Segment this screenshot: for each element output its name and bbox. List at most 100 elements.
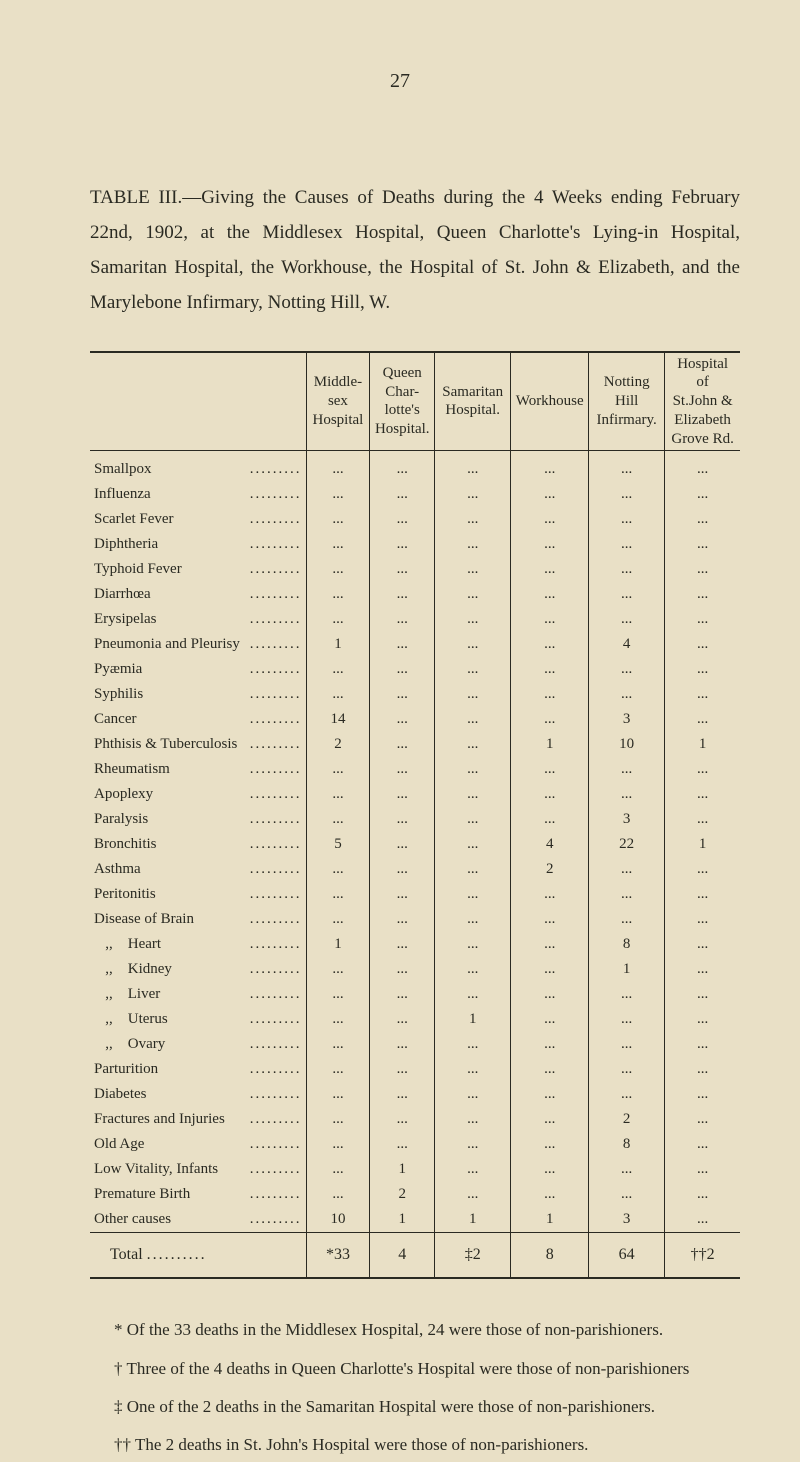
- col-header: Workhouse: [511, 352, 589, 451]
- cell: ...: [589, 507, 665, 532]
- cell: ...: [511, 451, 589, 483]
- row-label: Peritonitis .........: [90, 882, 306, 907]
- cell: ...: [511, 632, 589, 657]
- cell: ...: [511, 582, 589, 607]
- cell: ...: [370, 451, 435, 483]
- row-label: Low Vitality, Infants .........: [90, 1157, 306, 1182]
- cell: ...: [665, 957, 740, 982]
- cell: ...: [370, 1082, 435, 1107]
- row-label: Paralysis .........: [90, 807, 306, 832]
- row-label: Fractures and Injuries .........: [90, 1107, 306, 1132]
- cell: ...: [435, 957, 511, 982]
- row-label: Influenza .........: [90, 482, 306, 507]
- cell: ...: [370, 1007, 435, 1032]
- cell: ...: [370, 732, 435, 757]
- cell: ...: [589, 607, 665, 632]
- table-row: Pyæmia ...........................: [90, 657, 740, 682]
- cell: ...: [306, 1082, 370, 1107]
- cell: 4: [511, 832, 589, 857]
- row-label: Bronchitis .........: [90, 832, 306, 857]
- table-row: Phthisis & Tuberculosis .........2......…: [90, 732, 740, 757]
- cell: ...: [589, 582, 665, 607]
- cell: ...: [435, 932, 511, 957]
- cell: ...: [665, 582, 740, 607]
- cell: 1: [589, 957, 665, 982]
- page: 27 TABLE III.—Giving the Causes of Death…: [0, 0, 800, 1408]
- cell: ...: [589, 1032, 665, 1057]
- total-cell: ††2: [665, 1233, 740, 1279]
- cell: ...: [370, 682, 435, 707]
- cell: ...: [511, 1057, 589, 1082]
- row-label: Old Age .........: [90, 1132, 306, 1157]
- cell: ...: [511, 1007, 589, 1032]
- cell: ...: [589, 757, 665, 782]
- cell: ...: [511, 557, 589, 582]
- cell: ...: [306, 982, 370, 1007]
- row-label: Asthma .........: [90, 857, 306, 882]
- table-total-row: Total ..........*334‡2864††2: [90, 1233, 740, 1279]
- cell: ...: [665, 1057, 740, 1082]
- cell: ...: [665, 982, 740, 1007]
- cell: ...: [511, 657, 589, 682]
- cell: 2: [306, 732, 370, 757]
- footnote: * Of the 33 deaths in the Middlesex Hosp…: [90, 1314, 740, 1346]
- row-label: Disease of Brain .........: [90, 907, 306, 932]
- table-row: Smallpox ...........................: [90, 451, 740, 483]
- total-cell: 8: [511, 1233, 589, 1279]
- cell: ...: [435, 1082, 511, 1107]
- cell: ...: [665, 507, 740, 532]
- cell: ...: [589, 682, 665, 707]
- cell: ...: [435, 757, 511, 782]
- row-label: Erysipelas .........: [90, 607, 306, 632]
- row-label: Pneumonia and Pleurisy .........: [90, 632, 306, 657]
- cell: 4: [589, 632, 665, 657]
- cell: ...: [306, 557, 370, 582]
- row-label: Scarlet Fever .........: [90, 507, 306, 532]
- row-label: Apoplexy .........: [90, 782, 306, 807]
- cell: ...: [511, 1082, 589, 1107]
- cell: ...: [435, 451, 511, 483]
- cell: ...: [665, 1107, 740, 1132]
- row-label: Typhoid Fever .........: [90, 557, 306, 582]
- cell: ...: [435, 857, 511, 882]
- cell: 1: [370, 1157, 435, 1182]
- cell: ...: [589, 1157, 665, 1182]
- cell: ...: [511, 607, 589, 632]
- row-label: Diabetes .........: [90, 1082, 306, 1107]
- table-row: Cancer .........14.........3...: [90, 707, 740, 732]
- cell: 8: [589, 1132, 665, 1157]
- cell: ...: [511, 907, 589, 932]
- cell: ...: [589, 1057, 665, 1082]
- cell: ...: [665, 1207, 740, 1233]
- cell: 2: [370, 1182, 435, 1207]
- cell: ...: [306, 1157, 370, 1182]
- table-header-row: Middle-sexHospitalQueenChar-lotte'sHospi…: [90, 352, 740, 451]
- cell: ...: [665, 907, 740, 932]
- cell: ...: [511, 982, 589, 1007]
- table-row: Rheumatism ...........................: [90, 757, 740, 782]
- row-label: Other causes .........: [90, 1207, 306, 1233]
- cell: ...: [665, 782, 740, 807]
- cell: 22: [589, 832, 665, 857]
- cell: ...: [370, 507, 435, 532]
- cell: ...: [306, 1107, 370, 1132]
- total-label: Total ..........: [90, 1233, 306, 1279]
- cell: ...: [589, 451, 665, 483]
- table-row: Diabetes ...........................: [90, 1082, 740, 1107]
- cell: ...: [370, 607, 435, 632]
- cell: ...: [435, 507, 511, 532]
- cell: ...: [435, 482, 511, 507]
- cell: ...: [589, 532, 665, 557]
- cell: ...: [435, 782, 511, 807]
- cell: ...: [306, 1007, 370, 1032]
- table-row: Influenza ...........................: [90, 482, 740, 507]
- cell: ...: [589, 482, 665, 507]
- cell: 14: [306, 707, 370, 732]
- row-label: Phthisis & Tuberculosis .........: [90, 732, 306, 757]
- cell: 1: [665, 732, 740, 757]
- cell: ...: [435, 1182, 511, 1207]
- cell: ...: [665, 932, 740, 957]
- row-label: Pyæmia .........: [90, 657, 306, 682]
- cell: ...: [589, 857, 665, 882]
- cell: ...: [306, 532, 370, 557]
